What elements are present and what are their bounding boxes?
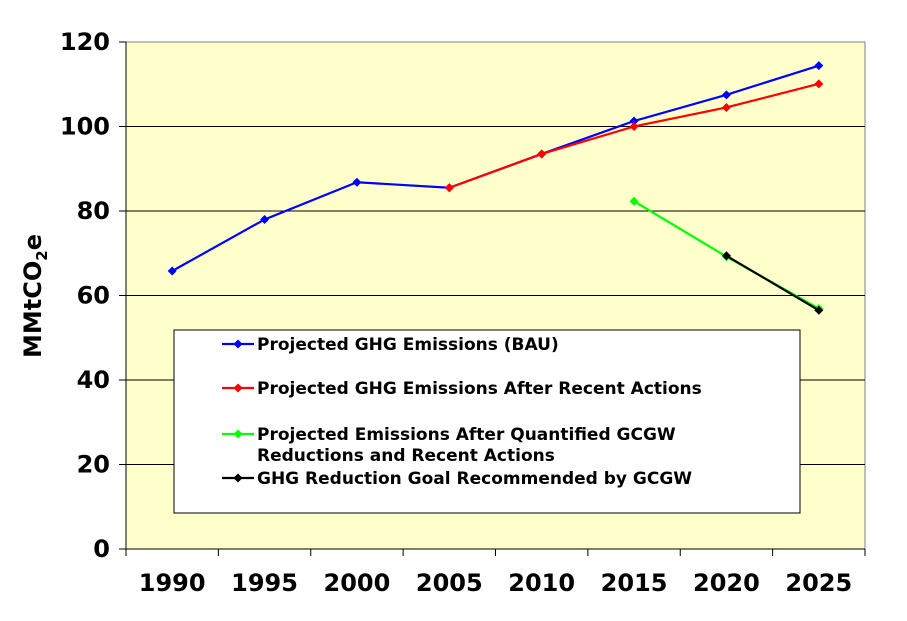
series-line xyxy=(725,254,820,312)
legend-swatch-marker xyxy=(233,339,243,349)
y-tick-label: 40 xyxy=(77,366,110,394)
data-point xyxy=(721,102,731,112)
x-tick-label: 2000 xyxy=(324,569,391,597)
data-point xyxy=(721,251,731,261)
data-point xyxy=(352,177,362,187)
legend-swatch-marker xyxy=(233,383,243,393)
series-4 xyxy=(721,251,824,315)
y-axis-label-subscript: 2 xyxy=(33,250,51,260)
legend-swatch-marker xyxy=(233,473,243,483)
tick-labels: 0 20 40 60 80 100 120 1990 1995 2000 2005 2010 2015 2… xyxy=(60,28,852,597)
x-tick-label: 2010 xyxy=(508,569,575,597)
legend-item: Projected GHG Emissions (BAU) xyxy=(222,335,559,355)
data-point xyxy=(814,305,824,315)
legend-item: GHG Reduction Goal Recommended by GCGW xyxy=(222,469,692,489)
legend-label: GHG Reduction Goal Recommended by GCGW xyxy=(257,469,692,489)
axes xyxy=(119,41,866,556)
y-tick-label: 120 xyxy=(60,28,110,56)
data-point xyxy=(814,79,824,89)
y-tick-label: 60 xyxy=(77,282,110,310)
data-point xyxy=(444,183,454,193)
y-tick-label: 80 xyxy=(77,197,110,225)
legend-label: Projected GHG Emissions (BAU) xyxy=(257,335,559,355)
legend-item: Projected GHG Emissions After Recent Act… xyxy=(222,379,702,399)
data-point xyxy=(629,122,639,131)
data-point xyxy=(629,196,639,206)
series-lines xyxy=(167,61,824,315)
legend: Projected GHG Emissions (BAU) Projected G… xyxy=(173,329,801,514)
legend-box xyxy=(173,329,801,514)
legend-item: Projected Emissions After Quantified GCG… xyxy=(222,425,676,466)
y-tick-label: 0 xyxy=(93,535,110,563)
data-point xyxy=(537,149,547,159)
data-point xyxy=(260,214,270,224)
y-axis-label-main: MMtCO xyxy=(19,261,47,358)
y-axis-label-tail: e xyxy=(19,234,47,250)
y-axis-label: MMtCO2e xyxy=(19,234,51,358)
x-tick-label: 2005 xyxy=(416,569,483,597)
x-tick-label: 2025 xyxy=(785,569,852,597)
x-tick-label: 1995 xyxy=(231,569,298,597)
x-tick-label: 2020 xyxy=(693,569,760,597)
y-tick-label: 20 xyxy=(77,451,110,479)
y-axis-title: MMtCO2e xyxy=(19,234,51,358)
legend-label: Projected GHG Emissions After Recent Act… xyxy=(257,379,702,399)
data-point xyxy=(814,61,824,71)
legend-label: Reductions and Recent Actions xyxy=(257,446,555,466)
x-tick-label: 1990 xyxy=(139,569,206,597)
y-tick-label: 100 xyxy=(60,113,110,141)
data-point xyxy=(167,266,177,276)
series-2 xyxy=(444,79,824,193)
data-point xyxy=(629,116,639,126)
legend-label: Projected Emissions After Quantified GCG… xyxy=(257,425,676,445)
x-tick-label: 2015 xyxy=(601,569,668,597)
data-point xyxy=(721,90,731,100)
legend-swatch-marker xyxy=(233,429,243,439)
